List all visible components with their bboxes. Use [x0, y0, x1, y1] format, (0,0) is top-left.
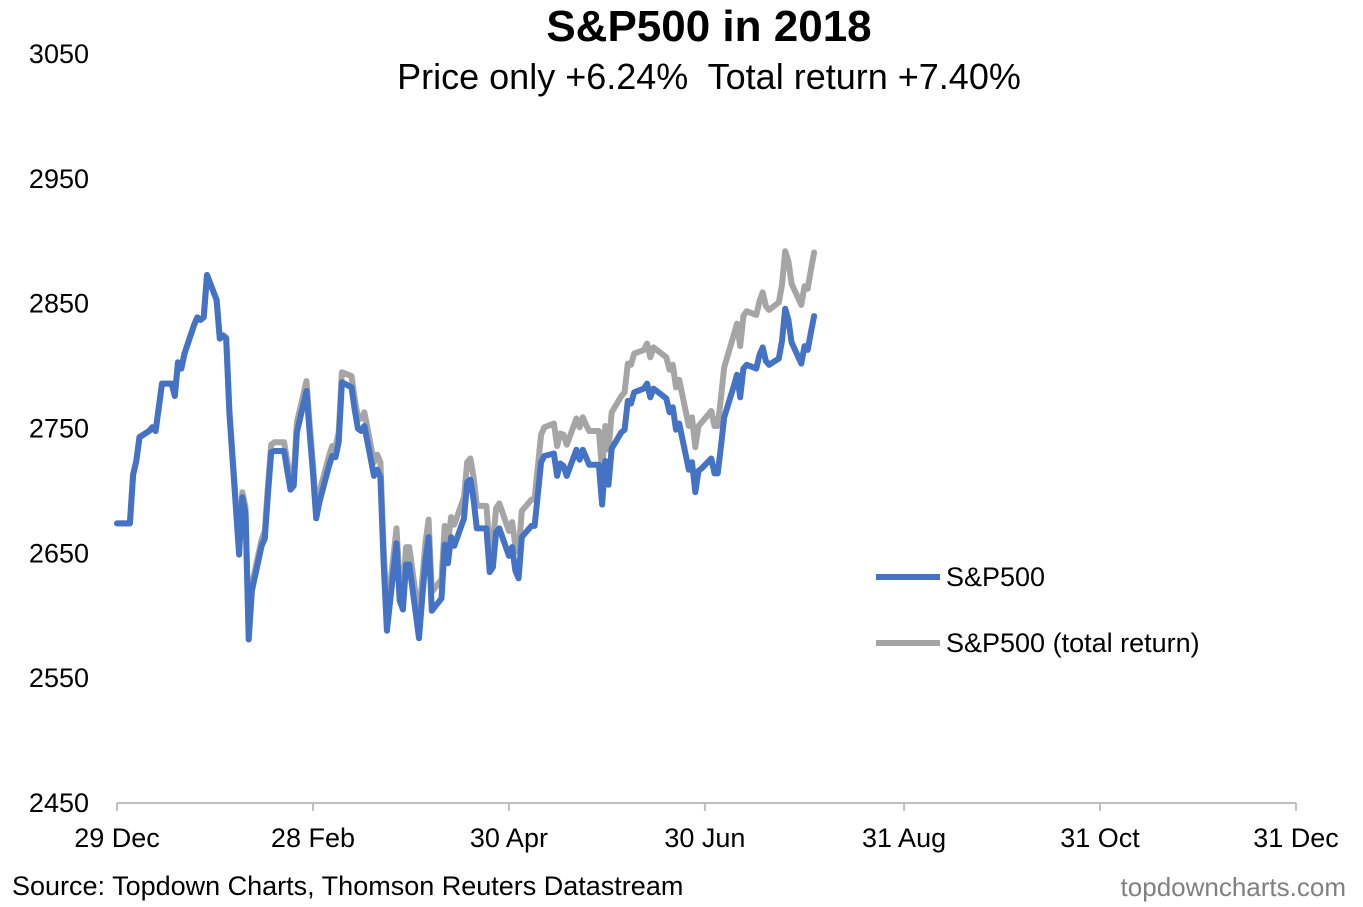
y-tick-label: 2550	[29, 663, 89, 693]
x-tick-label: 30 Apr	[470, 823, 548, 853]
source-note: Source: Topdown Charts, Thomson Reuters …	[12, 871, 684, 901]
legend-label: S&P500 (total return)	[946, 628, 1200, 658]
y-tick-label: 2750	[29, 414, 89, 444]
x-tick-label: 31 Aug	[862, 823, 946, 853]
legend: S&P500 S&P500 (total return)	[876, 562, 1200, 658]
chart-subtitle: Price only +6.24% Total return +7.40%	[397, 56, 1021, 97]
x-tick-label: 28 Feb	[271, 823, 355, 853]
brand-watermark: topdowncharts.com	[1120, 872, 1346, 902]
x-axis: 29 Dec 28 Feb 30 Apr 30 Jun 31 Aug 31 Oct 31 D…	[74, 802, 1339, 853]
legend-label: S&P500	[946, 562, 1045, 592]
y-tick-label: 3050	[29, 39, 89, 69]
x-tick-label: 30 Jun	[664, 823, 745, 853]
series-line-total-return	[114, 248, 818, 637]
y-tick-label: 2950	[29, 164, 89, 194]
x-tick-label: 31 Dec	[1253, 823, 1339, 853]
x-tick-label: 29 Dec	[74, 823, 160, 853]
x-tick-label: 31 Oct	[1060, 823, 1140, 853]
series-lines	[114, 248, 818, 643]
y-tick-label: 2450	[29, 788, 89, 818]
series-line-price	[114, 272, 818, 643]
chart-title: S&P500 in 2018	[546, 2, 872, 51]
y-tick-label: 2850	[29, 289, 89, 319]
y-axis-ticks: 2450 2550 2650 2750 2850 2950 3050	[29, 39, 89, 818]
y-tick-label: 2650	[29, 538, 89, 568]
